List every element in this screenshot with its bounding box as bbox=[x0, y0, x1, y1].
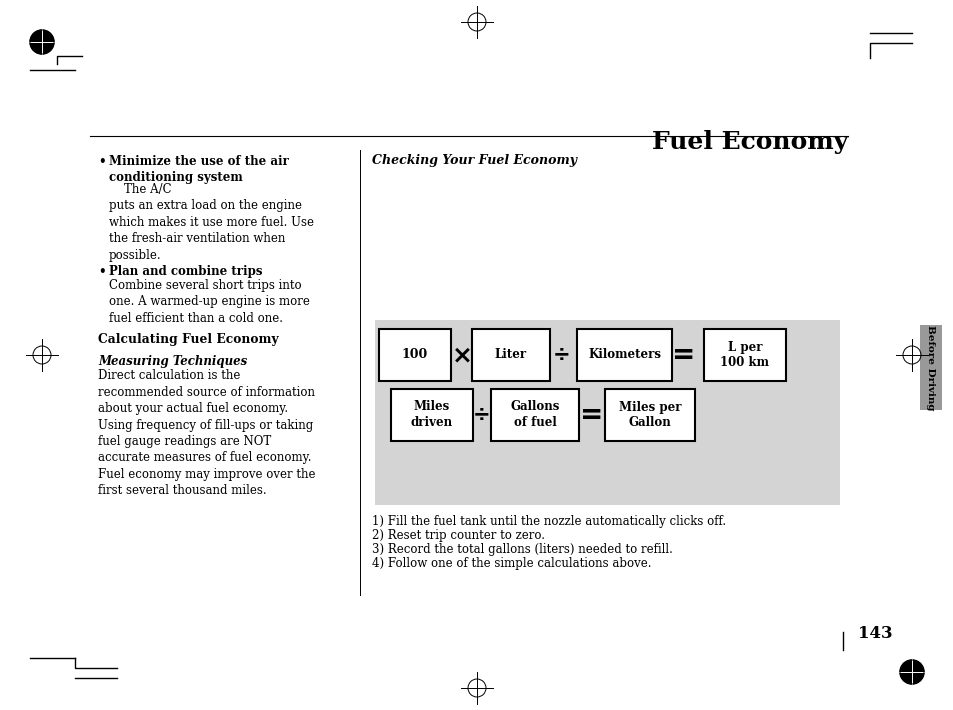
Text: Direct calculation is the
recommended source of information
about your actual fu: Direct calculation is the recommended so… bbox=[98, 369, 315, 498]
Text: Liter: Liter bbox=[495, 349, 526, 361]
Bar bbox=[919, 325, 941, 410]
Text: Calculating Fuel Economy: Calculating Fuel Economy bbox=[98, 333, 278, 346]
Bar bbox=[491, 389, 578, 441]
Text: Measuring Techniques: Measuring Techniques bbox=[98, 355, 247, 368]
Text: Kilometers: Kilometers bbox=[588, 349, 660, 361]
Bar bbox=[703, 329, 785, 381]
Text: The A/C
puts an extra load on the engine
which makes it use more fuel. Use
the f: The A/C puts an extra load on the engine… bbox=[109, 183, 314, 262]
Text: Miles
driven: Miles driven bbox=[411, 400, 453, 430]
Text: ÷: ÷ bbox=[553, 345, 570, 365]
Text: =: = bbox=[672, 341, 695, 369]
Bar bbox=[378, 329, 451, 381]
Text: Combine several short trips into
one. A warmed-up engine is more
fuel efficient : Combine several short trips into one. A … bbox=[109, 279, 310, 325]
Bar bbox=[472, 329, 550, 381]
Text: 100: 100 bbox=[401, 349, 428, 361]
Text: ÷: ÷ bbox=[473, 405, 490, 425]
Text: Before Driving: Before Driving bbox=[925, 325, 935, 410]
Circle shape bbox=[30, 30, 54, 54]
Text: 2) Reset trip counter to zero.: 2) Reset trip counter to zero. bbox=[372, 529, 544, 542]
Text: •: • bbox=[98, 155, 106, 168]
Text: Gallons
of fuel: Gallons of fuel bbox=[510, 400, 559, 430]
Circle shape bbox=[899, 660, 923, 684]
Bar bbox=[604, 389, 695, 441]
Text: Fuel Economy: Fuel Economy bbox=[651, 130, 847, 154]
Text: 1) Fill the fuel tank until the nozzle automatically clicks off.: 1) Fill the fuel tank until the nozzle a… bbox=[372, 515, 725, 528]
Text: Miles per
Gallon: Miles per Gallon bbox=[618, 400, 680, 430]
Text: 3) Record the total gallons (liters) needed to refill.: 3) Record the total gallons (liters) nee… bbox=[372, 543, 672, 556]
Text: ×: × bbox=[451, 343, 472, 367]
Text: 143: 143 bbox=[857, 625, 892, 642]
Text: Minimize the use of the air
conditioning system: Minimize the use of the air conditioning… bbox=[109, 155, 289, 185]
Text: =: = bbox=[579, 401, 603, 429]
Text: 4) Follow one of the simple calculations above.: 4) Follow one of the simple calculations… bbox=[372, 557, 651, 570]
Text: L per
100 km: L per 100 km bbox=[720, 341, 769, 369]
Text: Plan and combine trips: Plan and combine trips bbox=[109, 265, 262, 278]
Bar bbox=[375, 320, 840, 505]
Bar bbox=[577, 329, 672, 381]
Bar bbox=[391, 389, 473, 441]
Text: Checking Your Fuel Economy: Checking Your Fuel Economy bbox=[372, 154, 577, 167]
Text: •: • bbox=[98, 265, 106, 278]
